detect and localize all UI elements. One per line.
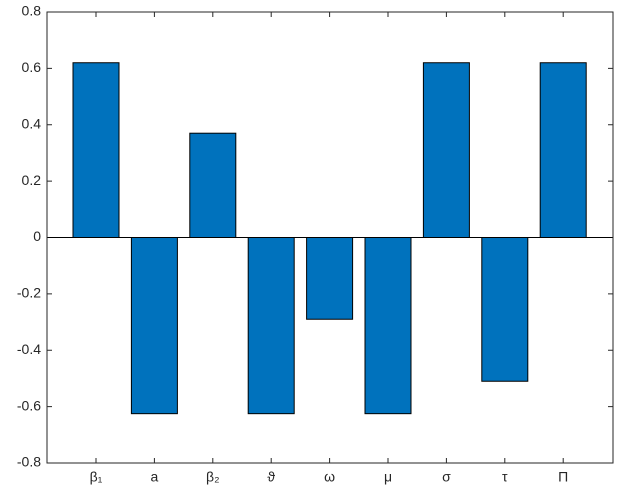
bar — [130, 237, 178, 415]
bar — [422, 62, 470, 238]
axes-box — [46, 11, 614, 464]
bar — [481, 237, 529, 382]
x-tick-label: β₂ — [206, 469, 220, 485]
x-tick-label: ϑ — [267, 469, 275, 485]
x-tick-label: ω — [324, 469, 335, 485]
y-tick-label: 0 — [33, 228, 41, 244]
y-tick-label: 0.6 — [22, 59, 42, 75]
y-tick-label: -0.4 — [17, 341, 41, 357]
x-tick-label: μ — [384, 469, 392, 485]
bar — [189, 132, 237, 238]
bar — [364, 237, 412, 415]
y-tick-label: -0.2 — [17, 285, 41, 301]
x-tick-label: σ — [442, 469, 451, 485]
bar — [306, 237, 354, 320]
bar — [247, 237, 295, 415]
x-tick-label: Π — [558, 469, 568, 485]
x-tick-label: β₁ — [90, 469, 103, 485]
x-tick-label: a — [151, 469, 159, 485]
x-tick-label: τ — [502, 469, 508, 485]
y-tick-label: -0.6 — [17, 397, 41, 413]
bar — [539, 62, 587, 238]
bar — [72, 62, 120, 238]
y-tick-label: 0.4 — [22, 115, 42, 131]
y-tick-label: -0.8 — [17, 454, 41, 470]
y-tick-label: 0.2 — [22, 172, 42, 188]
y-tick-label: 0.8 — [22, 3, 42, 19]
